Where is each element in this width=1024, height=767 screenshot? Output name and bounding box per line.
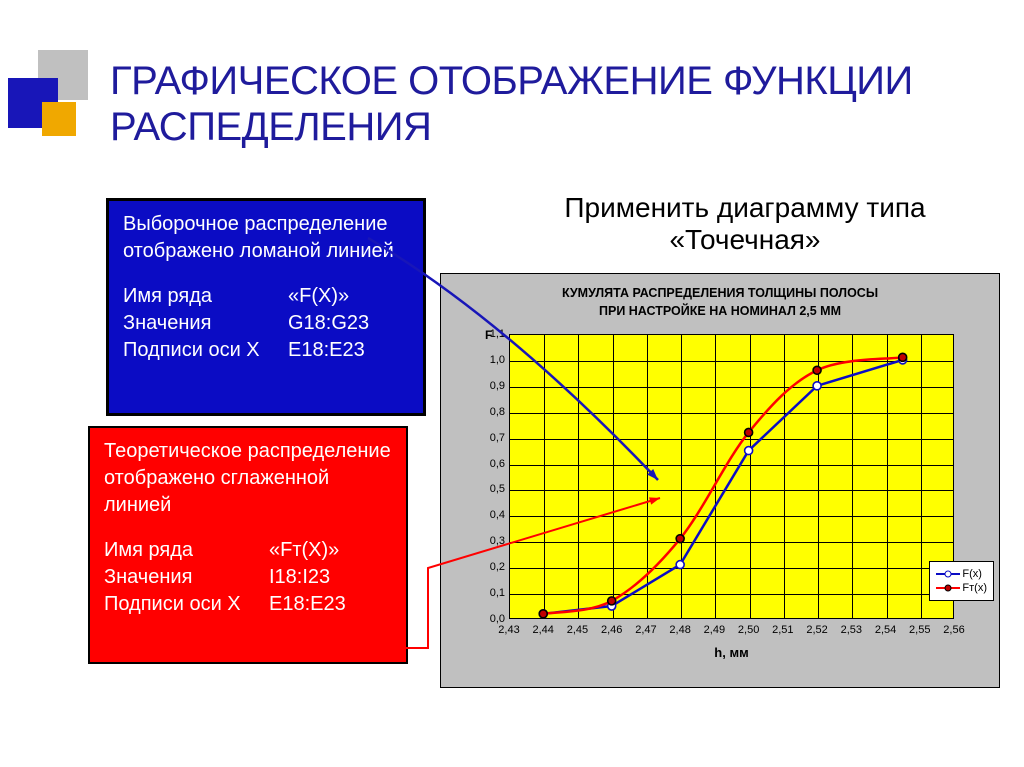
series-marker-F(x) [676,561,684,569]
row-label: Имя ряда [104,537,269,564]
blue-box-row: ЗначенияG18:G23 [123,310,409,337]
x-tick-label: 2,54 [875,619,896,636]
x-axis-label: h, мм [714,645,748,660]
series-line-F(x) [543,360,902,614]
legend-item: F(x) [936,568,987,580]
x-tick-label: 2,46 [601,619,622,636]
y-tick-label: 0,9 [481,380,509,392]
row-label: Значения [104,564,269,591]
x-tick-label: 2,51 [772,619,793,636]
row-value: «F(X)» [288,283,349,310]
series-marker-F(x) [745,447,753,455]
x-tick-label: 2,53 [841,619,862,636]
blue-box-row: Подписи оси ХE18:E23 [123,337,409,364]
subtitle-line1: Применить диаграмму типа [564,192,925,223]
chart-title-line1: КУМУЛЯТА РАСПРЕДЕЛЕНИЯ ТОЛЩИНЫ ПОЛОСЫ [562,286,878,300]
blue-info-box: Выборочное распределение отображено лома… [106,198,426,416]
y-tick-label: 0,5 [481,483,509,495]
x-tick-label: 2,56 [943,619,964,636]
y-tick-label: 0,2 [481,561,509,573]
row-label: Подписи оси Х [123,337,288,364]
y-tick-label: 1,1 [481,328,509,340]
y-tick-label: 0,7 [481,432,509,444]
subtitle-line2: «Точечная» [669,224,820,255]
row-value: G18:G23 [288,310,369,337]
chart-legend: F(x) Fт(x) [929,561,994,601]
series-marker-Fт(x) [813,366,821,374]
legend-label: Fт(x) [962,582,987,594]
x-tick-label: 2,48 [669,619,690,636]
series-line-Fт(x) [543,357,902,614]
red-box-row: ЗначенияI18:I23 [104,564,392,591]
series-marker-Fт(x) [745,428,753,436]
plot-svg [509,334,954,619]
red-info-box: Теоретическое распределение отображено с… [88,426,408,664]
y-tick-label: 0,6 [481,458,509,470]
x-tick-label: 2,45 [567,619,588,636]
red-box-row: Имя ряда«Fт(X)» [104,537,392,564]
row-value: «Fт(X)» [269,537,339,564]
series-marker-Fт(x) [899,353,907,361]
legend-label: F(x) [962,568,982,580]
x-tick-label: 2,44 [533,619,554,636]
x-tick-label: 2,55 [909,619,930,636]
y-tick-label: 0,3 [481,535,509,547]
decoration-block [42,102,76,136]
x-tick-label: 2,47 [635,619,656,636]
x-tick-label: 2,52 [806,619,827,636]
blue-box-paragraph: Выборочное распределение отображено лома… [123,211,409,265]
row-label: Подписи оси Х [104,591,269,618]
red-box-row: Подписи оси ХE18:E23 [104,591,392,618]
y-tick-label: 1,0 [481,354,509,366]
chart-title: КУМУЛЯТА РАСПРЕДЕЛЕНИЯ ТОЛЩИНЫ ПОЛОСЫ ПР… [441,274,999,320]
page-title: ГРАФИЧЕСКОЕ ОТОБРАЖЕНИЕ ФУНКЦИИ РАСПЕДЕЛ… [110,58,1024,150]
series-marker-Fт(x) [608,597,616,605]
row-label: Имя ряда [123,283,288,310]
subtitle: Применить диаграмму типа «Точечная» [500,192,990,256]
series-marker-F(x) [813,382,821,390]
series-marker-Fт(x) [676,535,684,543]
row-label: Значения [123,310,288,337]
y-tick-label: 0,1 [481,587,509,599]
row-value: I18:I23 [269,564,330,591]
chart-container: КУМУЛЯТА РАСПРЕДЕЛЕНИЯ ТОЛЩИНЫ ПОЛОСЫ ПР… [440,273,1000,688]
series-marker-Fт(x) [539,610,547,618]
blue-box-row: Имя ряда«F(X)» [123,283,409,310]
row-value: E18:E23 [269,591,346,618]
plot-area: F h, мм F(x)Fт(x) 2,432,442,452,462,472,… [509,334,954,619]
x-tick-label: 2,50 [738,619,759,636]
row-value: E18:E23 [288,337,365,364]
legend-item: Fт(x) [936,582,987,594]
y-tick-label: 0,4 [481,509,509,521]
red-box-paragraph: Теоретическое распределение отображено с… [104,438,392,519]
chart-title-line2: ПРИ НАСТРОЙКЕ НА НОМИНАЛ 2,5 ММ [599,304,841,318]
y-tick-label: 0,0 [481,613,509,625]
y-tick-label: 0,8 [481,406,509,418]
x-tick-label: 2,49 [704,619,725,636]
